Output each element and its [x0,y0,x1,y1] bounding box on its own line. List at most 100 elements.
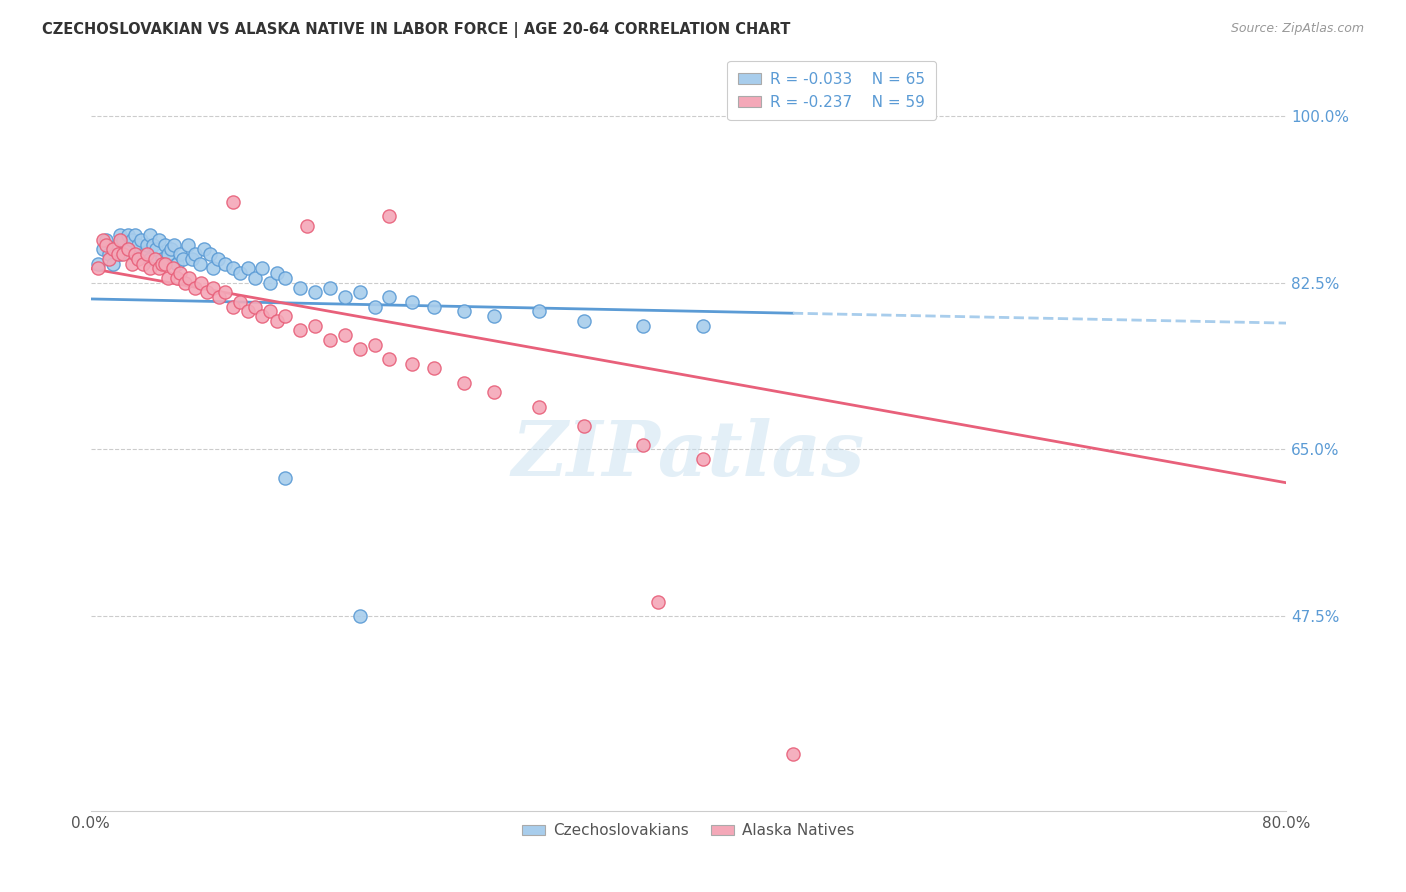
Point [236,304,259,318]
Point [101,243,124,257]
Point [252,261,274,276]
Point [155,237,177,252]
Point [155,257,177,271]
Point [259,276,281,290]
Point [202,280,225,294]
Point [148,233,170,247]
Point [124,228,146,243]
Legend: Czechoslovakians, Alaska Natives: Czechoslovakians, Alaska Natives [516,817,860,845]
Point [572,418,595,433]
Point [110,247,132,261]
Point [252,309,274,323]
Text: Source: ZipAtlas.com: Source: ZipAtlas.com [1230,22,1364,36]
Point [378,290,401,304]
Point [266,314,288,328]
Point [198,247,221,261]
Point [136,247,159,261]
Point [208,290,231,304]
Point [110,233,132,247]
Point [173,276,195,290]
Point [87,261,110,276]
Text: CZECHOSLOVAKIAN VS ALASKA NATIVE IN LABOR FORCE | AGE 20-64 CORRELATION CHART: CZECHOSLOVAKIAN VS ALASKA NATIVE IN LABO… [42,22,790,38]
Text: ZIPatlas: ZIPatlas [512,417,865,491]
Point [527,400,550,414]
Point [214,257,236,271]
Point [145,243,167,257]
Point [318,280,340,294]
Point [423,361,446,376]
Point [363,300,385,314]
Point [288,323,311,337]
Point [134,247,156,261]
Point [221,194,243,209]
Point [97,247,120,261]
Point [107,237,129,252]
Point [453,376,475,390]
Point [117,243,139,257]
Point [423,300,446,314]
Point [139,252,162,266]
Point [243,271,266,285]
Point [160,243,183,257]
Point [259,304,281,318]
Point [97,252,120,266]
Point [304,285,326,300]
Point [214,285,236,300]
Point [190,276,212,290]
Point [221,261,243,276]
Point [121,257,143,271]
Point [150,257,173,271]
Point [378,209,401,223]
Point [163,237,186,252]
Point [131,233,153,247]
Point [288,280,311,294]
Point [692,451,714,466]
Point [221,300,243,314]
Point [193,243,215,257]
Point [124,247,146,261]
Point [633,437,655,451]
Point [318,333,340,347]
Point [274,271,297,285]
Point [229,294,252,309]
Point [207,252,229,266]
Point [297,219,319,233]
Point [166,257,188,271]
Point [179,271,201,285]
Point [692,318,714,333]
Point [333,290,356,304]
Point [782,747,804,761]
Point [184,247,207,261]
Point [266,266,288,280]
Point [527,304,550,318]
Point [132,257,155,271]
Point [188,257,211,271]
Point [304,318,326,333]
Point [572,314,595,328]
Point [195,285,218,300]
Point [172,252,194,266]
Point [202,261,225,276]
Point [166,271,188,285]
Point [169,266,191,280]
Point [157,271,180,285]
Point [401,294,423,309]
Point [482,309,505,323]
Point [101,257,124,271]
Point [236,261,259,276]
Point [112,247,135,261]
Point [143,252,166,266]
Point [91,233,114,247]
Point [363,337,385,351]
Point [274,309,297,323]
Point [274,471,297,485]
Point [453,304,475,318]
Point [349,609,371,624]
Point [349,343,371,357]
Point [127,252,149,266]
Point [142,237,165,252]
Point [87,257,110,271]
Point [647,595,669,609]
Point [177,237,200,252]
Point [110,228,132,243]
